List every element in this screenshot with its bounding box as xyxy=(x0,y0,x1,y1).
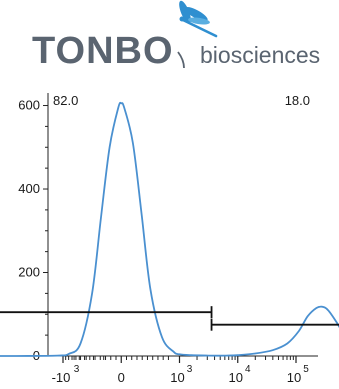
logo-swoosh xyxy=(177,51,185,69)
x-tick-exponent: 3 xyxy=(74,364,80,375)
x-tick-base: 10 xyxy=(170,370,184,385)
x-tick-label: 0 xyxy=(118,370,125,385)
x-tick-exponent: 5 xyxy=(303,364,309,375)
histogram-series-line-0 xyxy=(0,101,339,357)
x-tick-label: -103 xyxy=(52,364,80,385)
gate-layer: 82.0 18.0 xyxy=(0,93,339,331)
gate-percentage-label: 82.0 xyxy=(53,93,78,108)
y-tick-label: 600 xyxy=(18,98,40,113)
y-tick-label: 400 xyxy=(18,181,40,196)
x-tick-label: 104 xyxy=(229,364,251,385)
y-tick-label: 200 xyxy=(18,265,40,280)
x-tick-exponent: 3 xyxy=(187,364,193,375)
x-tick-label: 103 xyxy=(170,364,192,385)
x-tick-base: 0 xyxy=(118,370,125,385)
logo-brand-text: TONBO xyxy=(32,30,174,72)
gate-percentage-label: 18.0 xyxy=(285,93,310,108)
x-tick-base: 10 xyxy=(287,370,301,385)
tonbo-biosciences-logo: TONBO biosciences xyxy=(32,0,320,72)
series-layer xyxy=(0,101,339,357)
x-tick-base: -10 xyxy=(52,370,71,385)
gate-1[interactable]: 18.0 xyxy=(210,93,339,331)
x-tick-label: 105 xyxy=(287,364,309,385)
gate-0[interactable]: 82.0 xyxy=(0,93,213,319)
dragonfly-logo-icon xyxy=(179,0,218,38)
x-tick-base: 10 xyxy=(229,370,243,385)
x-tick-exponent: 4 xyxy=(245,364,251,375)
logo-tagline-text: biosciences xyxy=(200,42,320,68)
